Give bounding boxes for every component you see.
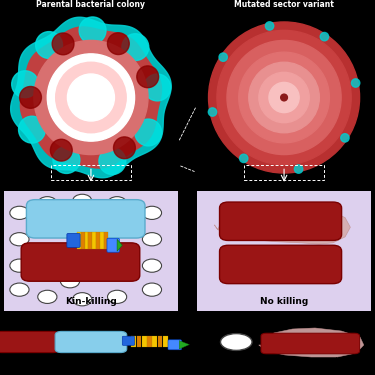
Bar	[158, 336, 162, 347]
Circle shape	[53, 147, 80, 174]
FancyBboxPatch shape	[55, 332, 127, 352]
Circle shape	[73, 194, 92, 207]
Circle shape	[240, 154, 248, 162]
Polygon shape	[10, 17, 171, 178]
FancyBboxPatch shape	[122, 336, 135, 345]
FancyBboxPatch shape	[21, 243, 140, 281]
Circle shape	[142, 259, 162, 272]
Circle shape	[108, 196, 127, 210]
Polygon shape	[214, 203, 350, 244]
Title: Low cell density: Low cell density	[243, 182, 325, 190]
Circle shape	[20, 87, 41, 108]
FancyBboxPatch shape	[192, 188, 375, 314]
Text: No killing: No killing	[260, 297, 308, 306]
Circle shape	[220, 334, 252, 350]
Circle shape	[122, 34, 149, 61]
Circle shape	[79, 17, 106, 44]
Circle shape	[281, 94, 287, 101]
Text: T6SS machine: T6SS machine	[127, 357, 181, 366]
Circle shape	[227, 40, 341, 154]
Circle shape	[144, 74, 171, 101]
Bar	[152, 336, 157, 347]
Circle shape	[10, 283, 29, 296]
Circle shape	[217, 30, 351, 165]
Circle shape	[269, 82, 299, 112]
FancyBboxPatch shape	[0, 188, 183, 314]
Circle shape	[99, 148, 126, 175]
Circle shape	[266, 22, 274, 30]
Bar	[81, 232, 85, 249]
Circle shape	[68, 74, 114, 121]
Text: Kin-killing: Kin-killing	[65, 297, 117, 306]
Bar	[136, 336, 141, 347]
Circle shape	[249, 62, 319, 133]
Circle shape	[38, 290, 57, 303]
Circle shape	[320, 33, 328, 41]
Circle shape	[34, 40, 148, 154]
Circle shape	[36, 32, 63, 58]
Bar	[85, 232, 88, 249]
Circle shape	[351, 79, 360, 87]
Circle shape	[38, 196, 57, 210]
Bar	[88, 232, 92, 249]
Bar	[100, 232, 104, 249]
FancyBboxPatch shape	[107, 238, 119, 252]
Polygon shape	[117, 239, 122, 251]
Bar	[96, 232, 100, 249]
Circle shape	[259, 72, 309, 123]
Bar	[163, 336, 168, 347]
Text: Dead: Dead	[81, 357, 101, 366]
Title: Parental bacterial colony: Parental bacterial colony	[36, 0, 146, 9]
Circle shape	[73, 292, 92, 306]
Bar	[92, 232, 96, 249]
Circle shape	[56, 62, 126, 133]
FancyBboxPatch shape	[0, 332, 59, 352]
Circle shape	[60, 274, 80, 288]
Circle shape	[114, 137, 135, 159]
Circle shape	[294, 165, 303, 173]
FancyBboxPatch shape	[168, 340, 182, 350]
Circle shape	[239, 52, 329, 143]
Circle shape	[18, 116, 45, 143]
Bar	[142, 336, 147, 347]
Bar	[77, 232, 81, 249]
Circle shape	[137, 66, 159, 88]
Circle shape	[10, 232, 29, 246]
Bar	[131, 336, 136, 347]
Circle shape	[47, 54, 135, 141]
Title: High cell density: High cell density	[48, 182, 134, 190]
FancyBboxPatch shape	[261, 333, 360, 354]
Circle shape	[10, 206, 29, 219]
Circle shape	[219, 53, 227, 62]
Circle shape	[209, 22, 360, 173]
FancyBboxPatch shape	[67, 234, 80, 248]
Circle shape	[135, 119, 162, 146]
Polygon shape	[179, 340, 189, 349]
FancyBboxPatch shape	[219, 245, 342, 284]
Polygon shape	[259, 328, 364, 357]
Title: Mutated sector variant: Mutated sector variant	[234, 0, 334, 9]
FancyBboxPatch shape	[26, 200, 145, 238]
Circle shape	[142, 283, 162, 296]
Bar	[104, 232, 108, 249]
Circle shape	[341, 134, 349, 142]
Circle shape	[142, 206, 162, 219]
Circle shape	[208, 108, 217, 116]
Circle shape	[108, 290, 127, 303]
Text: Live: Live	[20, 357, 35, 366]
FancyBboxPatch shape	[219, 202, 342, 240]
Text: Autoinducer: Autoinducer	[213, 357, 260, 366]
Circle shape	[10, 259, 29, 272]
Circle shape	[12, 71, 39, 98]
Polygon shape	[20, 27, 162, 168]
Circle shape	[50, 139, 72, 161]
Bar	[147, 336, 152, 347]
Text: Biofilm encased cell: Biofilm encased cell	[277, 357, 353, 366]
Circle shape	[52, 33, 74, 55]
Circle shape	[107, 33, 129, 54]
Circle shape	[142, 232, 162, 246]
